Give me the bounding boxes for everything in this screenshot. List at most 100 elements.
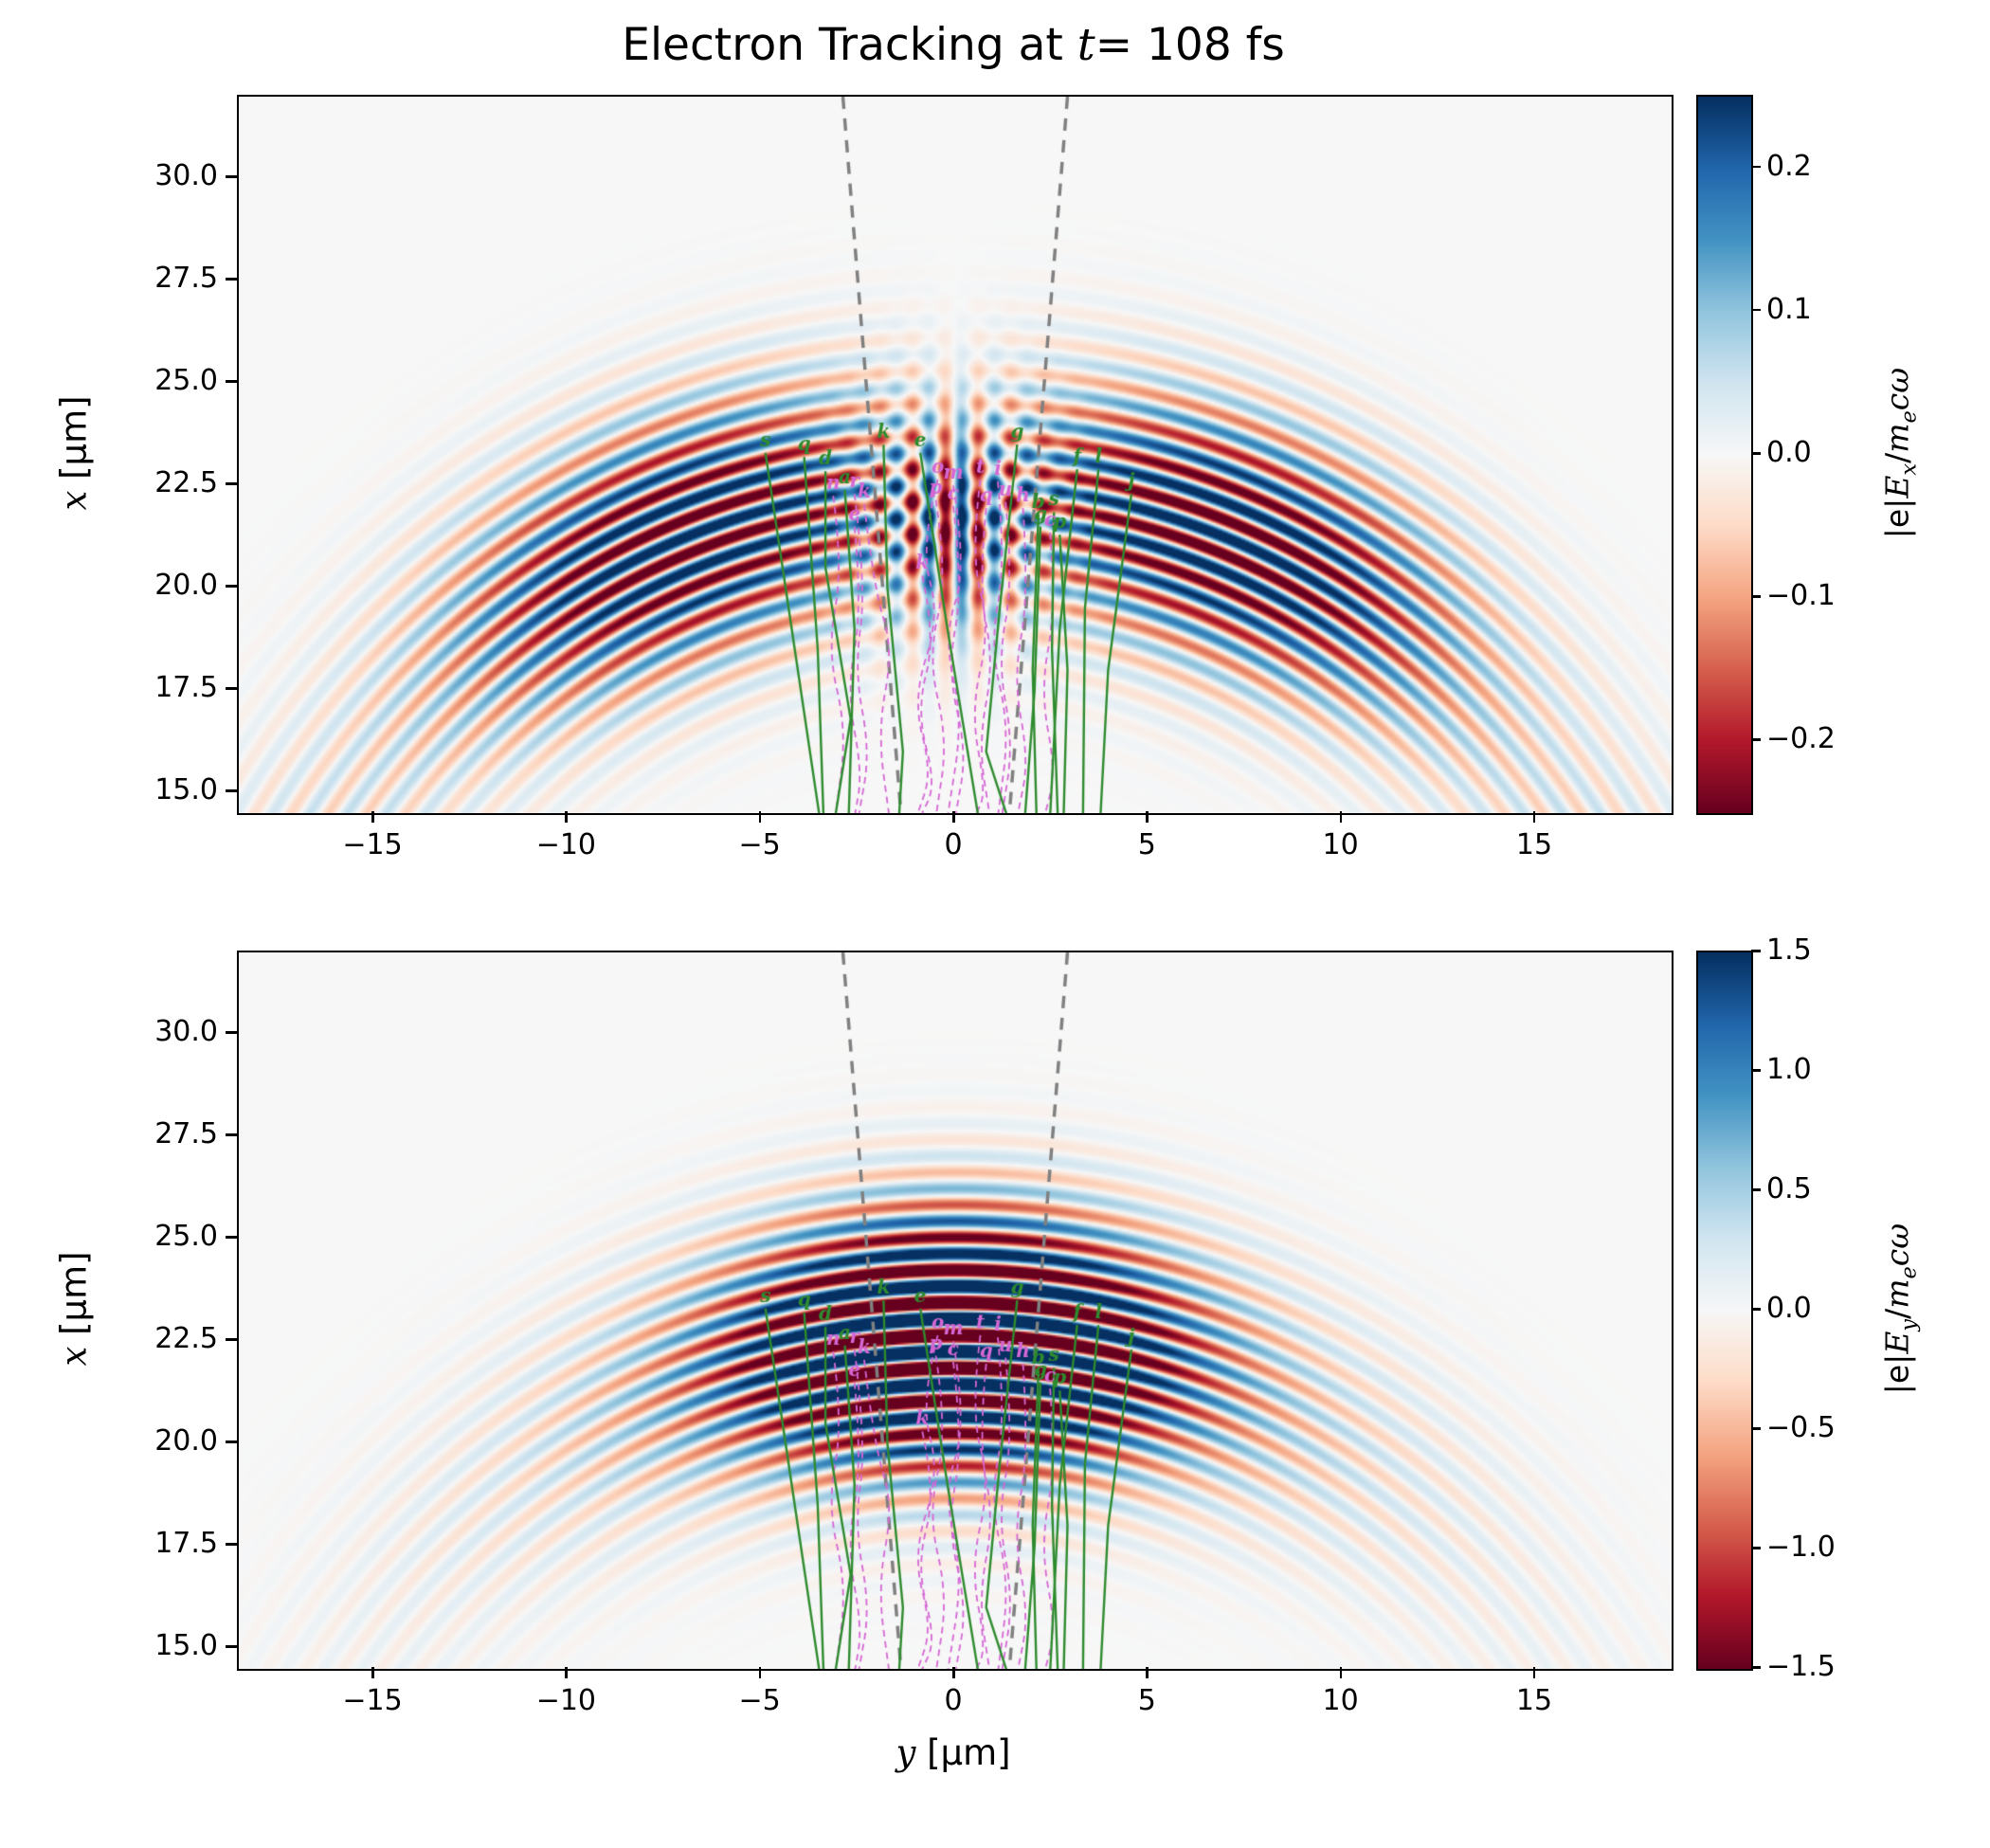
colorbar-tick-mark: [1751, 1069, 1761, 1072]
colorbar-tick-label: 0.0: [1766, 436, 1812, 469]
heatmap-panel-ey: [237, 951, 1673, 1671]
cb-ex-abs-e: |e|: [1878, 498, 1916, 539]
colorbar-tick-mark: [1751, 452, 1761, 455]
x-axis-unit: [μm]: [915, 1732, 1011, 1773]
cb-ex-m: m: [1878, 423, 1916, 453]
x-tick-mark: [952, 1667, 955, 1678]
colorbar-tick-label: 0.2: [1766, 149, 1812, 183]
figure-title: Electron Tracking at t= 108 fs: [237, 19, 1670, 71]
y-tick-label: 30.0: [154, 159, 218, 193]
cb-ey-E: E: [1878, 1331, 1916, 1354]
colorbar-ex: [1696, 95, 1753, 815]
y-tick-mark: [226, 380, 237, 383]
y-axis-unit: [μm]: [53, 1251, 95, 1347]
x-tick-mark: [565, 1667, 568, 1678]
x-tick-label: 10: [1322, 1684, 1359, 1717]
y-tick-label: 20.0: [154, 569, 218, 603]
colorbar-tick-mark: [1751, 950, 1761, 952]
y-tick-label: 27.5: [154, 1117, 218, 1151]
y-axis-unit: [μm]: [53, 395, 95, 491]
title-suffix: = 108 fs: [1094, 19, 1285, 71]
x-tick-label: 10: [1322, 828, 1359, 861]
y-axis-label-top: x [μm]: [54, 395, 95, 510]
x-tick-mark: [1146, 811, 1149, 823]
y-tick-mark: [226, 789, 237, 792]
x-tick-mark: [952, 811, 955, 823]
x-tick-label: −5: [738, 828, 781, 861]
colorbar-tick-label: −0.1: [1766, 579, 1836, 613]
colorbar-label-ex: |e|Ex/mecω: [1879, 368, 1922, 538]
y-tick-mark: [226, 482, 237, 485]
x-tick-label: 0: [944, 1684, 963, 1717]
y-tick-label: 20.0: [154, 1424, 218, 1458]
x-tick-label: −15: [342, 828, 403, 861]
colorbar-label-ey: |e|Ey/mecω: [1879, 1223, 1922, 1394]
colorbar-tick-mark: [1751, 738, 1761, 741]
y-tick-label: 30.0: [154, 1015, 218, 1049]
y-tick-mark: [226, 687, 237, 690]
y-tick-label: 22.5: [154, 1322, 218, 1356]
colorbar-tick-label: 0.0: [1766, 1292, 1812, 1325]
ex-tracks-overlay: [239, 97, 1672, 813]
heatmap-panel-ex: [237, 95, 1673, 815]
y-tick-label: 15.0: [154, 773, 218, 807]
colorbar-tick-label: −1.0: [1766, 1531, 1836, 1564]
cb-ex-sub2: e: [1896, 410, 1922, 424]
y-tick-mark: [226, 1236, 237, 1239]
x-tick-label: −10: [535, 1684, 596, 1717]
y-tick-mark: [226, 1338, 237, 1341]
y-tick-label: 25.0: [154, 1220, 218, 1254]
colorbar-tick-label: 0.1: [1766, 292, 1812, 326]
title-math-var: t: [1076, 19, 1095, 71]
cb-ey-sub2: e: [1896, 1266, 1922, 1279]
x-tick-mark: [758, 1667, 762, 1678]
x-tick-mark: [1532, 811, 1536, 823]
y-tick-label: 22.5: [154, 466, 218, 500]
colorbar-tick-label: −0.2: [1766, 722, 1836, 756]
y-tick-label: 17.5: [154, 671, 218, 705]
colorbar-tick-mark: [1751, 1427, 1761, 1430]
y-tick-mark: [226, 585, 237, 588]
x-tick-label: −5: [738, 1684, 781, 1717]
title-text: Electron Tracking at: [622, 19, 1077, 71]
colorbar-tick-mark: [1751, 308, 1761, 312]
y-tick-mark: [226, 1645, 237, 1648]
cb-ey-c: c: [1878, 1248, 1916, 1267]
colorbar-tick-mark: [1751, 165, 1761, 169]
x-tick-label: 15: [1515, 828, 1553, 861]
x-axis-label: y [μm]: [237, 1732, 1670, 1773]
colorbar-ey-gradient: [1698, 952, 1751, 1669]
colorbar-tick-mark: [1751, 1188, 1761, 1191]
colorbar-tick-mark: [1751, 595, 1761, 598]
cb-ey-omega: ω: [1878, 1223, 1916, 1249]
colorbar-ey: [1696, 951, 1753, 1671]
x-tick-mark: [1339, 811, 1343, 823]
ey-tracks-overlay: [239, 952, 1672, 1669]
colorbar-tick-label: 0.5: [1766, 1172, 1812, 1205]
colorbar-tick-label: 1.5: [1766, 933, 1812, 967]
y-tick-label: 27.5: [154, 262, 218, 296]
x-tick-mark: [758, 811, 762, 823]
x-tick-label: 15: [1515, 1684, 1553, 1717]
x-axis-var: y: [896, 1732, 916, 1773]
y-tick-mark: [226, 1133, 237, 1136]
cb-ey-m: m: [1878, 1278, 1916, 1309]
cb-ey-slash: /: [1878, 1308, 1916, 1319]
x-tick-mark: [565, 811, 568, 823]
colorbar-tick-mark: [1751, 1547, 1761, 1549]
x-tick-mark: [1146, 1667, 1149, 1678]
colorbar-ex-gradient: [1698, 97, 1751, 813]
cb-ex-E: E: [1878, 475, 1916, 498]
x-tick-label: −15: [342, 1684, 403, 1717]
colorbar-tick-mark: [1751, 1666, 1761, 1669]
cb-ey-sub: y: [1896, 1318, 1922, 1332]
y-tick-mark: [226, 1031, 237, 1034]
y-tick-mark: [226, 278, 237, 281]
y-tick-mark: [226, 175, 237, 178]
x-tick-mark: [1532, 1667, 1536, 1678]
x-tick-mark: [1339, 1667, 1343, 1678]
cb-ey-abs-e: |e|: [1878, 1353, 1916, 1395]
y-tick-mark: [226, 1440, 237, 1443]
x-tick-label: 5: [1137, 1684, 1156, 1717]
cb-ex-c: c: [1878, 392, 1916, 411]
